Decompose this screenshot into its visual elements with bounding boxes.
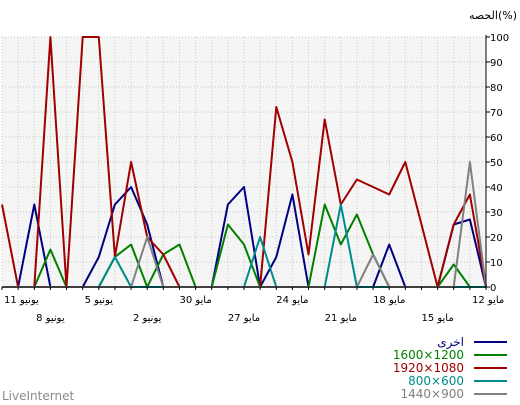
x-axis: 12 مايو 18 مايو 24 مايو 30 مايو 5 يونيو 11 يو…	[1, 286, 504, 324]
brand-text: LiveInternet	[2, 389, 74, 403]
x-tick-label: 15 مايو	[421, 313, 453, 324]
legend-label: 1440×900	[401, 387, 465, 401]
y-tick-label: 40	[490, 183, 503, 194]
x-tick-label: 24 مايو	[276, 295, 308, 306]
y-tick-label: 0	[490, 283, 496, 294]
x-tick-label: 5 يونيو	[85, 295, 114, 306]
y-tick-label: 100	[490, 33, 509, 44]
y-axis: 0 10 20 30 40 50 60 70 80 90 100	[485, 33, 509, 294]
x-tick-label: 11 يونيو	[4, 295, 39, 306]
y-tick-label: 50	[490, 158, 503, 169]
y-tick-label: 10	[490, 258, 503, 269]
y-tick-label: 30	[490, 208, 503, 219]
x-tick-label: 8 يونيو	[36, 313, 65, 324]
y-axis-label: الحصه(%)	[469, 9, 517, 22]
y-tick-label: 70	[490, 108, 503, 119]
legend-label: 1600×1200	[393, 348, 464, 362]
y-tick-label: 80	[490, 83, 503, 94]
x-tick-label: 27 مايو	[228, 313, 260, 324]
y-tick-label: 90	[490, 58, 503, 69]
x-tick-label: 30 مايو	[179, 295, 211, 306]
legend-label: 800×600	[408, 374, 464, 388]
x-tick-label: 12 مايو	[472, 295, 504, 306]
x-tick-label: 2 يونيو	[133, 313, 162, 324]
y-tick-label: 20	[490, 233, 503, 244]
x-tick-label: 21 مايو	[325, 313, 357, 324]
y-tick-label: 60	[490, 133, 503, 144]
x-tick-label: 18 مايو	[373, 295, 405, 306]
legend-label: اخرى	[437, 335, 464, 350]
legend-label: 1920×1080	[393, 361, 464, 375]
